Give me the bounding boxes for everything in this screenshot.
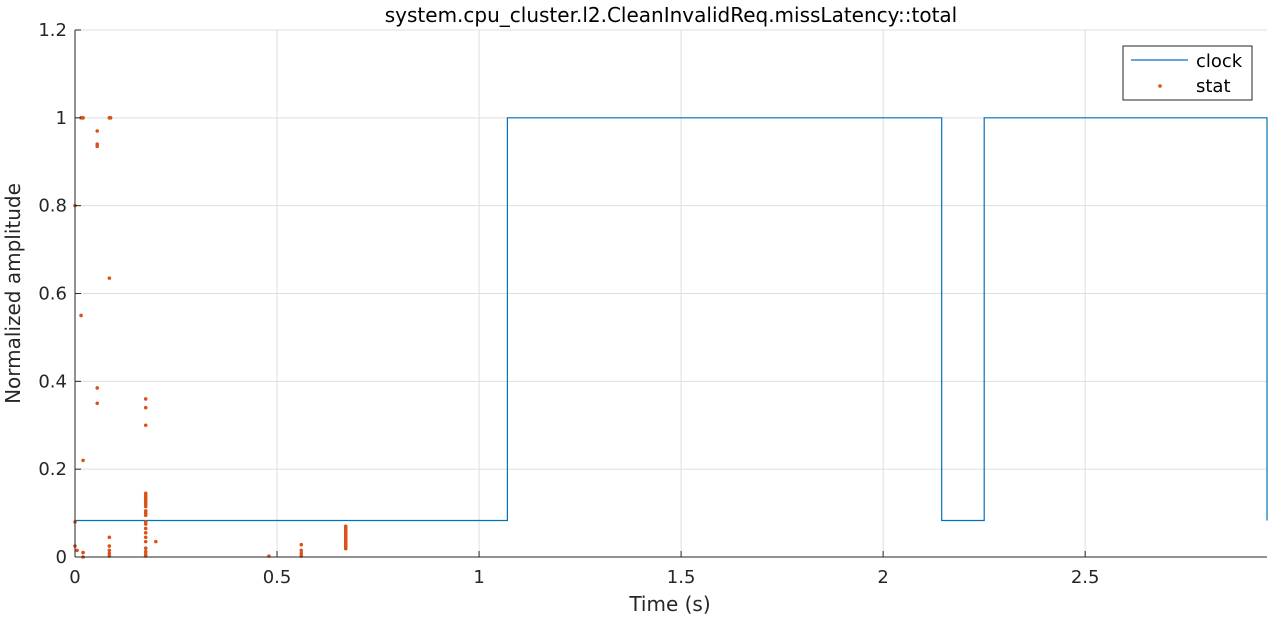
x-tick-label: 2.5: [1071, 567, 1100, 588]
series-stat-point: [95, 401, 100, 406]
series-stat-point: [95, 129, 100, 133]
series-stat-point: [143, 526, 148, 531]
series-stat-point: [95, 144, 100, 149]
y-tick-label: 0.8: [38, 196, 67, 217]
series-stat-point: [81, 116, 85, 120]
series-stat-point: [143, 549, 148, 554]
series-stat-point: [75, 548, 79, 553]
series-stat-point: [79, 313, 83, 318]
legend-stat-label: stat: [1196, 76, 1231, 97]
series-stat-point: [143, 546, 148, 551]
y-tick-label: 0.6: [38, 284, 67, 305]
series-stat-point: [95, 386, 100, 390]
y-tick-label: 0.2: [38, 459, 67, 480]
series-stat-point: [108, 116, 113, 120]
series-stat-point: [154, 539, 158, 544]
series-stat-point: [299, 548, 304, 553]
series-clock-line: [75, 117, 1268, 522]
series-stat-point: [143, 535, 148, 540]
series-stat-point: [143, 504, 148, 509]
chart-title: system.cpu_cluster.l2.CleanInvalidReq.mi…: [385, 3, 957, 27]
series-stat-point: [107, 535, 112, 540]
x-axis-title: Time (s): [628, 592, 710, 616]
legend: clock stat: [1122, 45, 1253, 101]
series-stat-point: [143, 397, 148, 401]
y-tick-label: 1: [56, 108, 67, 129]
x-tick-label: 0: [69, 567, 80, 588]
series-stat-point: [107, 276, 112, 280]
y-axis-title: Normalized amplitude: [1, 183, 25, 404]
legend-stat-swatch: [1158, 84, 1162, 88]
legend-box: [1122, 45, 1253, 101]
series-stat-point: [107, 544, 112, 548]
y-tick-label: 0.4: [38, 371, 67, 392]
series-stat-point: [81, 550, 85, 555]
x-tick-label: 1.5: [667, 567, 696, 588]
series-stat-point: [81, 458, 85, 463]
legend-clock-label: clock: [1196, 51, 1243, 72]
y-tick-label: 1.2: [38, 20, 67, 41]
series-stat-point: [143, 513, 148, 518]
axes: 0 0.5 1 1.5 2 2.5 0 0.2 0.4 0.6 0.8 1 1.2: [38, 20, 1267, 588]
series-stat-point: [107, 548, 112, 553]
series-stat-point: [299, 551, 304, 556]
series-stat-point: [299, 542, 304, 547]
series-stat-point: [143, 539, 148, 544]
series-stat-point: [343, 546, 348, 551]
y-tick-label: 0: [56, 547, 67, 568]
x-tick-label: 2: [877, 567, 888, 588]
series-stat-point: [107, 551, 112, 556]
series-stat-point: [143, 531, 148, 535]
x-tick-label: 0.5: [263, 567, 292, 588]
plot-area: [73, 116, 1268, 559]
series-stat-point: [143, 423, 148, 428]
x-tick-label: 1: [473, 567, 484, 588]
series-stat-point: [143, 405, 148, 410]
series-stat-point: [143, 522, 148, 526]
